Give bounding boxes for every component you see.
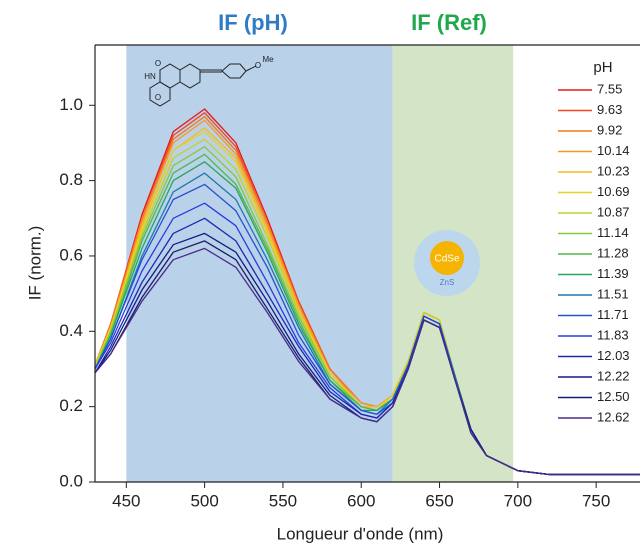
series-line (94, 247, 640, 476)
quantum-dot: CdSe ZnS (414, 230, 480, 296)
y-tick-label: 0.8 (59, 170, 83, 189)
atom: HN (144, 72, 156, 81)
legend-label: 7.55 (597, 81, 622, 96)
legend-label: 10.87 (597, 204, 630, 219)
y-axis-label: IF (norm.) (25, 226, 44, 301)
structure (149, 63, 257, 107)
region-title: IF (Ref) (411, 10, 487, 35)
y-tick-label: 0.2 (59, 396, 83, 415)
legend-label: 11.51 (597, 286, 629, 301)
legend-label: 9.92 (597, 122, 622, 137)
region-title: IF (pH) (218, 10, 288, 35)
legend-label: 11.14 (597, 225, 629, 240)
atom: Me (262, 55, 274, 64)
axes: 450 500 550 600 650 700 750 0.0 0.2 0.4 0.6 0.8 1.0 (59, 44, 640, 510)
y-tick-label: 0.0 (59, 471, 83, 490)
legend: pH 7.55 9.63 9.92 10.14 10.23 10.69 10.87 11.14… (552, 55, 640, 427)
legend-label: 11.28 (597, 245, 629, 260)
legend-box (552, 55, 640, 427)
x-tick-label: 600 (347, 491, 375, 510)
y-tick-label: 1.0 (59, 95, 83, 114)
legend-label: 10.23 (597, 163, 630, 178)
x-tick-label: 750 (582, 491, 610, 510)
bond (245, 65, 257, 72)
shell-label: ZnS (440, 278, 455, 287)
lines (94, 108, 640, 476)
y-tick-label: 0.4 (59, 321, 83, 340)
ring (179, 63, 201, 89)
legend-label: 12.22 (597, 368, 630, 383)
legend-label: 12.62 (597, 409, 630, 424)
x-tick-label: 650 (425, 491, 453, 510)
legend-label: 10.69 (597, 184, 630, 199)
legend-label: 11.39 (597, 266, 629, 281)
atom: O (155, 93, 161, 102)
legend-label: 12.50 (597, 389, 630, 404)
structure-labels: HN O O O Me (144, 55, 274, 102)
core-label: CdSe (434, 254, 459, 265)
x-tick-label: 500 (190, 491, 218, 510)
legend-label: 11.83 (597, 327, 629, 342)
x-tick-label: 450 (112, 491, 140, 510)
atom: O (155, 59, 161, 68)
legend-label: 11.71 (597, 307, 629, 322)
legend-label: 12.03 (597, 348, 630, 363)
ring (149, 81, 171, 107)
legend-label: 10.14 (597, 143, 630, 158)
x-axis-label: Longueur d'onde (nm) (277, 524, 444, 543)
legend-title: pH (593, 59, 612, 76)
x-tick-label: 700 (504, 491, 532, 510)
atom: O (255, 61, 261, 70)
core (430, 241, 464, 275)
x-tick-label: 550 (269, 491, 297, 510)
legend-label: 9.63 (597, 102, 622, 117)
y-tick-label: 0.6 (59, 245, 83, 264)
